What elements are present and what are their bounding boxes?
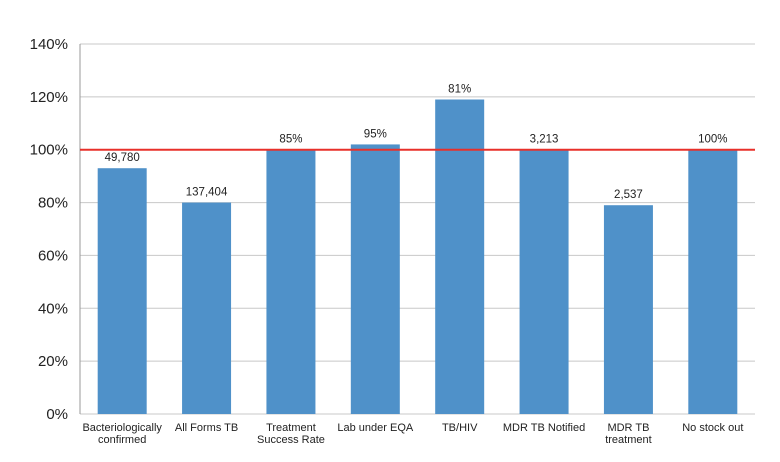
gridlines — [79, 43, 755, 415]
data-labels: 49,780 137,404 85% 95% 81% 3,213 2,537 100% — [105, 84, 728, 202]
data-label: 2,537 — [614, 189, 643, 201]
data-label: 81% — [448, 84, 471, 96]
y-tick-label: 80% — [38, 195, 68, 212]
data-label: 95% — [364, 128, 387, 140]
x-tick-label: treatment — [605, 434, 651, 446]
data-label: 137,404 — [186, 187, 228, 199]
y-tick-label: 40% — [38, 300, 68, 317]
x-tick-label: No stock out — [682, 422, 743, 434]
bar — [350, 144, 400, 414]
data-label: 100% — [698, 134, 727, 146]
x-tick-label: All Forms TB — [175, 422, 238, 434]
x-tick-label: TB/HIV — [442, 422, 478, 434]
x-tick-label: confirmed — [98, 434, 146, 446]
bar — [688, 149, 738, 414]
y-tick-label: 100% — [30, 142, 68, 159]
bar — [603, 205, 653, 414]
y-tick-label: 60% — [38, 247, 68, 264]
y-tick-label: 0% — [46, 406, 68, 423]
bar — [266, 149, 316, 414]
y-tick-label: 120% — [30, 89, 68, 106]
bar — [519, 149, 569, 414]
data-label: 49,780 — [105, 152, 140, 164]
bar — [97, 168, 147, 414]
x-tick-label: MDR TB Notified — [503, 422, 585, 434]
x-tick-label: Bacteriologically — [82, 422, 162, 434]
x-tick-label: Lab under EQA — [337, 422, 413, 434]
data-label: 3,213 — [530, 134, 559, 146]
bar — [182, 202, 232, 414]
bar — [435, 99, 485, 414]
x-tick-label: MDR TB — [607, 422, 649, 434]
x-tick-label: Treatment — [266, 422, 316, 434]
y-tick-label: 140% — [30, 36, 68, 53]
x-tick-label: Success Rate — [257, 434, 325, 446]
bars — [97, 99, 738, 414]
y-axis-labels: 0% 20% 40% 60% 80% 100% 120% 140% — [30, 36, 68, 423]
y-tick-label: 20% — [38, 353, 68, 370]
data-label: 85% — [279, 134, 302, 146]
